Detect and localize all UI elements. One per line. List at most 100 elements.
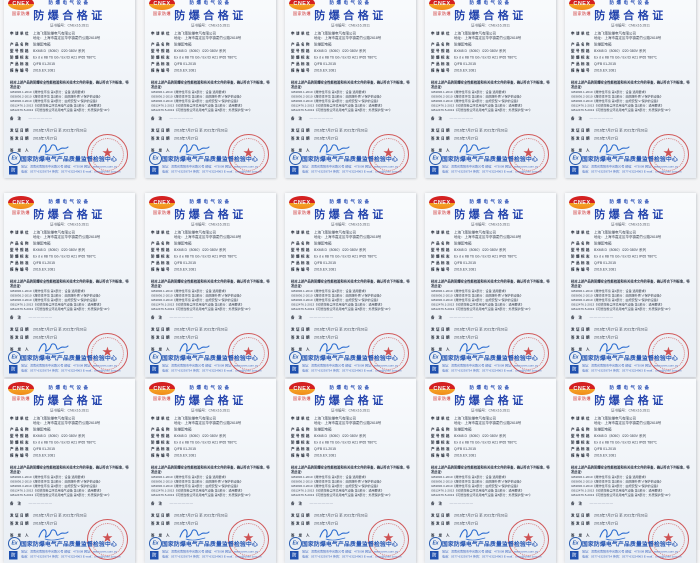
field-product-name: 产品名称 防爆配电箱 <box>571 427 612 432</box>
certificate-thumbnail[interactable]: CNEX 国家防爆 防爆电气设备 防爆合格证 证书编号：CNEx16.2811 … <box>285 379 416 563</box>
signature-icon <box>599 343 630 355</box>
standard-line: GB12476.5-2013《可燃性粉尘环境用电气设备 第5部分：外壳保护型"t… <box>431 493 533 498</box>
certificate-thumbnail[interactable]: CNEX 国家防爆 防爆电气设备 防爆合格证 证书编号：CNEx16.2811 … <box>425 379 556 563</box>
certificate-thumbnail[interactable]: CNEX 国家防爆 防爆电气设备 防爆合格证 证书编号：CNEx16.2811 … <box>285 0 416 178</box>
cnex-logo-icon: CNEX 国家防爆 <box>149 0 175 17</box>
seal-inner-ring <box>512 138 545 171</box>
standards-list: GB3836.1-2010《爆炸性环境 第1部分：设备 通用要求》 GB3836… <box>571 475 693 498</box>
field-product-standard: 产品标准 Q/FB 01-2015 <box>151 261 196 265</box>
signature-icon <box>179 144 210 156</box>
field-product-name: 产品名称 防爆配电箱 <box>431 42 472 47</box>
standard-line: GB3836.3-2010《爆炸性环境 第3部分：由增安型"e"保护的设备》 <box>431 99 520 104</box>
issue-date-row: 签发日期 2016年7月27日 <box>291 137 339 141</box>
certificate-thumbnail[interactable]: CNEX 国家防爆 防爆电气设备 防爆合格证 证书编号：CNEx16.2811 … <box>565 0 696 178</box>
remark-placeholder: —————— <box>309 502 334 506</box>
standard-line: GB12476.1-2013《可燃性粉尘环境用电气设备 第1部分：通用要求》 <box>431 303 524 307</box>
standard-line: GB3836.1-2010《爆炸性环境 第1部分：设备 通用要求》 <box>10 289 87 294</box>
official-seal-icon: ★ <box>648 333 689 374</box>
field-ex-marking: 防爆标志 Ex d e ⅡB T6 Gb / Ex tD A21 IP65 T8… <box>291 254 378 259</box>
ex-mark-icon: Ex <box>289 537 302 550</box>
cnex-logo-icon: CNEX 国家防爆 <box>149 196 175 216</box>
standard-line: GB3836.1-2010《爆炸性环境 第1部分：设备 通用要求》 <box>291 90 368 95</box>
standard-line: GB3836.2-2010《爆炸性环境 第2部分：由隔爆外壳"d"保护的设备》 <box>291 480 383 484</box>
certificate-thumbnail[interactable]: CNEX 国家防爆 防爆电气设备 防爆合格证 证书编号：CNEx16.2811 … <box>4 0 135 178</box>
seal-star-icon: ★ <box>382 344 395 359</box>
field-report-number: 报告编号 2016.EX.1081 <box>291 267 337 272</box>
certificate-type-label: 防爆电气设备 <box>469 0 512 5</box>
seal-inner-ring <box>512 337 545 370</box>
field-product-name: 产品名称 防爆配电箱 <box>291 241 332 246</box>
certificate-fields: 申请单位 上海飞策防爆电气有限公司 地址：上海市嘉定区华亭镇霜竹公路2618号 产… <box>151 417 272 460</box>
remark-row: 备 注 —————— <box>571 502 614 506</box>
standards-list: GB3836.1-2010《爆炸性环境 第1部分：设备 通用要求》 GB3836… <box>10 289 132 312</box>
certificate-thumbnail[interactable]: CNEX 国家防爆 防爆电气设备 防爆合格证 证书编号：CNEx16.2811 … <box>565 193 696 377</box>
certificate-thumbnail[interactable]: CNEX 国家防爆 防爆电气设备 防爆合格证 证书编号：CNEx16.2811 … <box>4 193 135 377</box>
standard-line: GB3836.2-2010《爆炸性环境 第2部分：由隔爆外壳"d"保护的设备》 <box>571 294 663 298</box>
certificate-thumbnail[interactable]: CNEX 国家防爆 防爆电气设备 防爆合格证 证书编号：CNEx16.2811 … <box>425 193 556 377</box>
standard-line: GB3836.1-2010《爆炸性环境 第1部分：设备 通用要求》 <box>291 475 368 480</box>
field-applicant: 申请单位 上海飞策防爆电气有限公司 地址：上海市嘉定区华亭镇霜竹公路2618号 <box>571 417 662 425</box>
standard-line: GB3836.1-2010《爆炸性环境 第1部分：设备 通用要求》 <box>291 289 368 294</box>
field-report-number: 报告编号 2016.EX.1081 <box>431 453 477 458</box>
signer-label: 签 发 人 <box>151 348 171 352</box>
conformity-statement: 经对上述产品的防爆安全性能检验和有关技术文件的审查，确认符合下列标准，特发此证： <box>10 81 129 89</box>
conformity-statement: 经对上述产品的防爆安全性能检验和有关技术文件的审查，确认符合下列标准，特发此证： <box>10 466 129 474</box>
remark-placeholder: —————— <box>449 316 474 320</box>
certificate-thumbnail[interactable]: CNEX 国家防爆 防爆电气设备 防爆合格证 证书编号：CNEx16.2811 … <box>145 193 276 377</box>
certificate-type-label: 防爆电气设备 <box>609 199 652 204</box>
standard-line: GB12476.1-2013《可燃性粉尘环境用电气设备 第1部分：通用要求》 <box>291 104 384 108</box>
seal-star-icon: ★ <box>522 530 535 545</box>
certificate-type-label: 防爆电气设备 <box>329 0 372 5</box>
ex-mark-icon: Ex <box>149 152 162 165</box>
remark-row: 备 注 —————— <box>10 117 53 121</box>
seal-star-icon: ★ <box>382 530 395 545</box>
inspection-center-name: 国家防爆电气产品质量监督检验中心 <box>302 156 398 163</box>
inspection-center-name: 国家防爆电气产品质量监督检验中心 <box>582 156 678 163</box>
remark-placeholder: —————— <box>169 502 194 506</box>
field-model: 型号规格 BXM8 D（8050）/220·380V 系列 <box>571 248 646 252</box>
certificate-thumbnail[interactable]: CNEX 国家防爆 防爆电气设备 防爆合格证 证书编号：CNEx16.2811 … <box>425 0 556 178</box>
remark-placeholder: —————— <box>169 117 194 121</box>
field-model: 型号规格 BXM8 D（8050）/220·380V 系列 <box>571 49 646 53</box>
signer-label: 签 发 人 <box>431 534 451 538</box>
inspection-center-name: 国家防爆电气产品质量监督检验中心 <box>162 156 258 163</box>
certificate-row: CNEX 国家防爆 防爆电气设备 防爆合格证 证书编号：CNEx16.2811 … <box>0 0 700 178</box>
certificate-thumbnail[interactable]: CNEX 国家防爆 防爆电气设备 防爆合格证 证书编号：CNEx16.2811 … <box>4 379 135 563</box>
seal-star-icon: ★ <box>242 344 255 359</box>
certificate-thumbnail[interactable]: CNEX 国家防爆 防爆电气设备 防爆合格证 证书编号：CNEx16.2811 … <box>145 379 276 563</box>
standard-line: GB3836.1-2010《爆炸性环境 第1部分：设备 通用要求》 <box>10 475 87 480</box>
field-report-number: 报告编号 2016.EX.1081 <box>151 68 197 73</box>
remark-row: 备 注 —————— <box>431 117 474 121</box>
certification-mark-icon: 防 <box>150 166 159 175</box>
issue-date-row: 签发日期 2016年7月27日 <box>151 336 199 340</box>
certificate-title: 防爆合格证 <box>594 9 667 22</box>
field-applicant: 申请单位 上海飞策防爆电气有限公司 地址：上海市嘉定区华亭镇霜竹公路2618号 <box>10 231 101 239</box>
certificate-type-label: 防爆电气设备 <box>48 385 91 390</box>
certificate-number: 证书编号：CNEx16.2811 <box>470 223 511 227</box>
center-contact-line: 电话：0377-63239734 传真：0377-63224963 E-mail… <box>582 555 682 559</box>
standard-line: GB12476.1-2013《可燃性粉尘环境用电气设备 第1部分：通用要求》 <box>571 104 664 108</box>
conformity-statement: 经对上述产品的防爆安全性能检验和有关技术文件的审查，确认符合下列标准，特发此证： <box>10 280 129 288</box>
center-contact-line: 电话：0377-63239734 传真：0377-63224963 E-mail… <box>442 555 542 559</box>
standard-line: GB3836.2-2010《爆炸性环境 第2部分：由隔爆外壳"d"保护的设备》 <box>151 294 243 298</box>
certificate-page: CNEX 国家防爆 防爆电气设备 防爆合格证 证书编号：CNEx16.2811 … <box>285 0 416 178</box>
field-model: 型号规格 BXM8 D（8050）/220·380V 系列 <box>431 434 506 438</box>
certification-mark-icon: 防 <box>430 365 439 374</box>
certificate-thumbnail[interactable]: CNEX 国家防爆 防爆电气设备 防爆合格证 证书编号：CNEx16.2811 … <box>285 193 416 377</box>
seal-star-icon: ★ <box>662 530 675 545</box>
inspection-center-name: 国家防爆电气产品质量监督检验中心 <box>21 156 117 163</box>
signer-label: 签 发 人 <box>431 348 451 352</box>
field-applicant: 申请单位 上海飞策防爆电气有限公司 地址：上海市嘉定区华亭镇霜竹公路2618号 <box>151 32 242 40</box>
standards-list: GB3836.1-2010《爆炸性环境 第1部分：设备 通用要求》 GB3836… <box>291 289 413 312</box>
certificate-thumbnail[interactable]: CNEX 国家防爆 防爆电气设备 防爆合格证 证书编号：CNEx16.2811 … <box>565 379 696 563</box>
standard-line: GB12476.1-2013《可燃性粉尘环境用电气设备 第1部分：通用要求》 <box>291 303 384 307</box>
field-product-name: 产品名称 防爆配电箱 <box>10 42 51 47</box>
field-product-standard: 产品标准 Q/FB 01-2015 <box>431 62 476 66</box>
certificate-thumbnail[interactable]: CNEX 国家防爆 防爆电气设备 防爆合格证 证书编号：CNEx16.2811 … <box>145 0 276 178</box>
validity-dates-row: 发证日期 2016年7月27日 至 2021年7月26日 <box>151 514 228 518</box>
cnex-logo-icon: CNEX 国家防爆 <box>429 0 455 17</box>
certificate-type-label: 防爆电气设备 <box>189 199 232 204</box>
standard-line: GB12476.1-2013《可燃性粉尘环境用电气设备 第1部分：通用要求》 <box>151 104 244 108</box>
standard-line: GB12476.5-2013《可燃性粉尘环境用电气设备 第5部分：外壳保护型"t… <box>291 108 393 113</box>
